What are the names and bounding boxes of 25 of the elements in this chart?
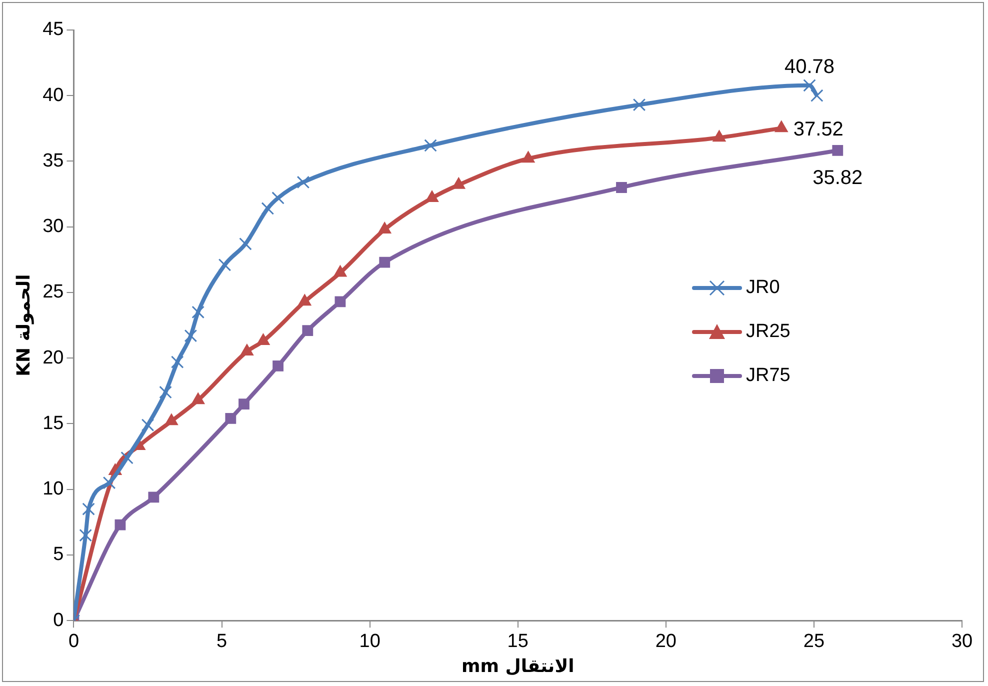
y-tick-label: 45 [42, 19, 64, 40]
data-label: 40.78 [784, 56, 835, 78]
y-axis-title: KN الحمولة [13, 274, 34, 376]
x-tick-label: 0 [68, 631, 80, 652]
data-label: 37.52 [793, 118, 844, 141]
y-tick-label: 10 [42, 478, 64, 500]
y-tick-label: 15 [42, 412, 64, 434]
legend-label: JR25 [746, 321, 790, 344]
y-tick-label: 25 [42, 282, 64, 303]
y-tick-label: 40 [42, 84, 64, 106]
legend-label: JR75 [746, 365, 790, 388]
x-tick-label: 5 [216, 631, 228, 652]
data-label: 35.82 [812, 167, 863, 189]
x-tick-label: 25 [803, 631, 825, 652]
y-tick-label: 20 [42, 347, 64, 368]
x-tick-label: 30 [951, 631, 973, 652]
x-tick-label: 10 [359, 631, 380, 652]
y-tick-label: 0 [53, 610, 64, 631]
x-tick-label: 15 [507, 631, 528, 652]
x-axis-title: mm الانتقال [461, 656, 574, 677]
y-tick-label: 35 [42, 150, 64, 172]
legend-label: JR0 [746, 277, 780, 300]
x-tick-label: 20 [655, 631, 676, 652]
y-tick-label: 30 [42, 216, 64, 238]
y-tick-label: 5 [53, 544, 64, 566]
